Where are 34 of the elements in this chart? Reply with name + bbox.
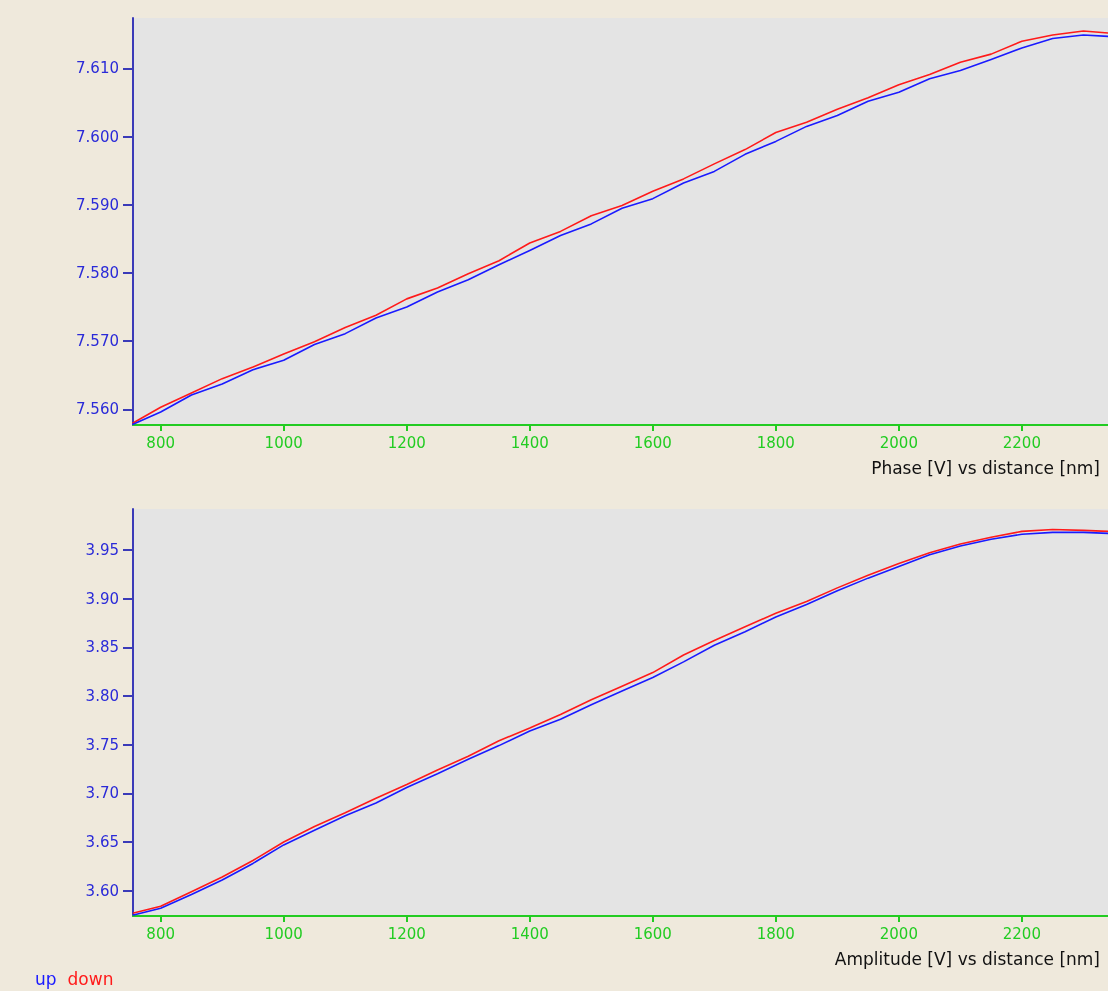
x-tick-label: 2000: [879, 924, 918, 943]
y-tick-label: 7.590: [76, 195, 119, 214]
x-tick-label: 1600: [633, 433, 672, 452]
x-tick-label: 1200: [387, 433, 426, 452]
x-tick-label: 800: [146, 433, 175, 452]
y-tick-label: 3.65: [85, 833, 119, 851]
text: up: [35, 968, 57, 989]
x-tick-label: 1000: [264, 924, 303, 943]
y-tick-label: 3.80: [85, 686, 119, 705]
y-tick-label: 7.600: [76, 127, 119, 146]
x-tick-label: 1400: [510, 433, 549, 452]
y-tick-label: 3.90: [85, 589, 119, 608]
y-tick-label: 7.570: [76, 332, 119, 351]
y-tick-label: 7.580: [76, 263, 119, 282]
y-tick-label: 3.70: [85, 784, 119, 803]
x-tick-label: 2200: [1002, 433, 1041, 452]
y-tick-label: 3.75: [85, 735, 119, 754]
x-tick-label: 1600: [633, 924, 672, 943]
y-tick-label: 3.85: [85, 638, 119, 657]
y-tick-label: 3.95: [85, 540, 119, 559]
text: down: [67, 968, 114, 989]
y-tick-label: 7.560: [76, 400, 119, 419]
x-tick-label: 2200: [1002, 924, 1041, 943]
x-tick-label: 1200: [387, 924, 426, 943]
y-tick-label: 7.610: [76, 59, 119, 78]
x-axis-title: Phase [V] vs distance [nm]: [871, 457, 1100, 478]
x-tick-label: 2000: [879, 433, 918, 452]
x-axis-title: Amplitude [V] vs distance [nm]: [834, 948, 1100, 969]
x-tick-label: 1800: [756, 433, 795, 452]
x-tick-label: 1000: [264, 433, 303, 452]
x-tick-label: 1800: [756, 924, 795, 943]
y-tick-label: 3.60: [85, 881, 119, 900]
x-tick-label: 1400: [510, 924, 549, 943]
x-tick-label: 800: [146, 924, 175, 943]
